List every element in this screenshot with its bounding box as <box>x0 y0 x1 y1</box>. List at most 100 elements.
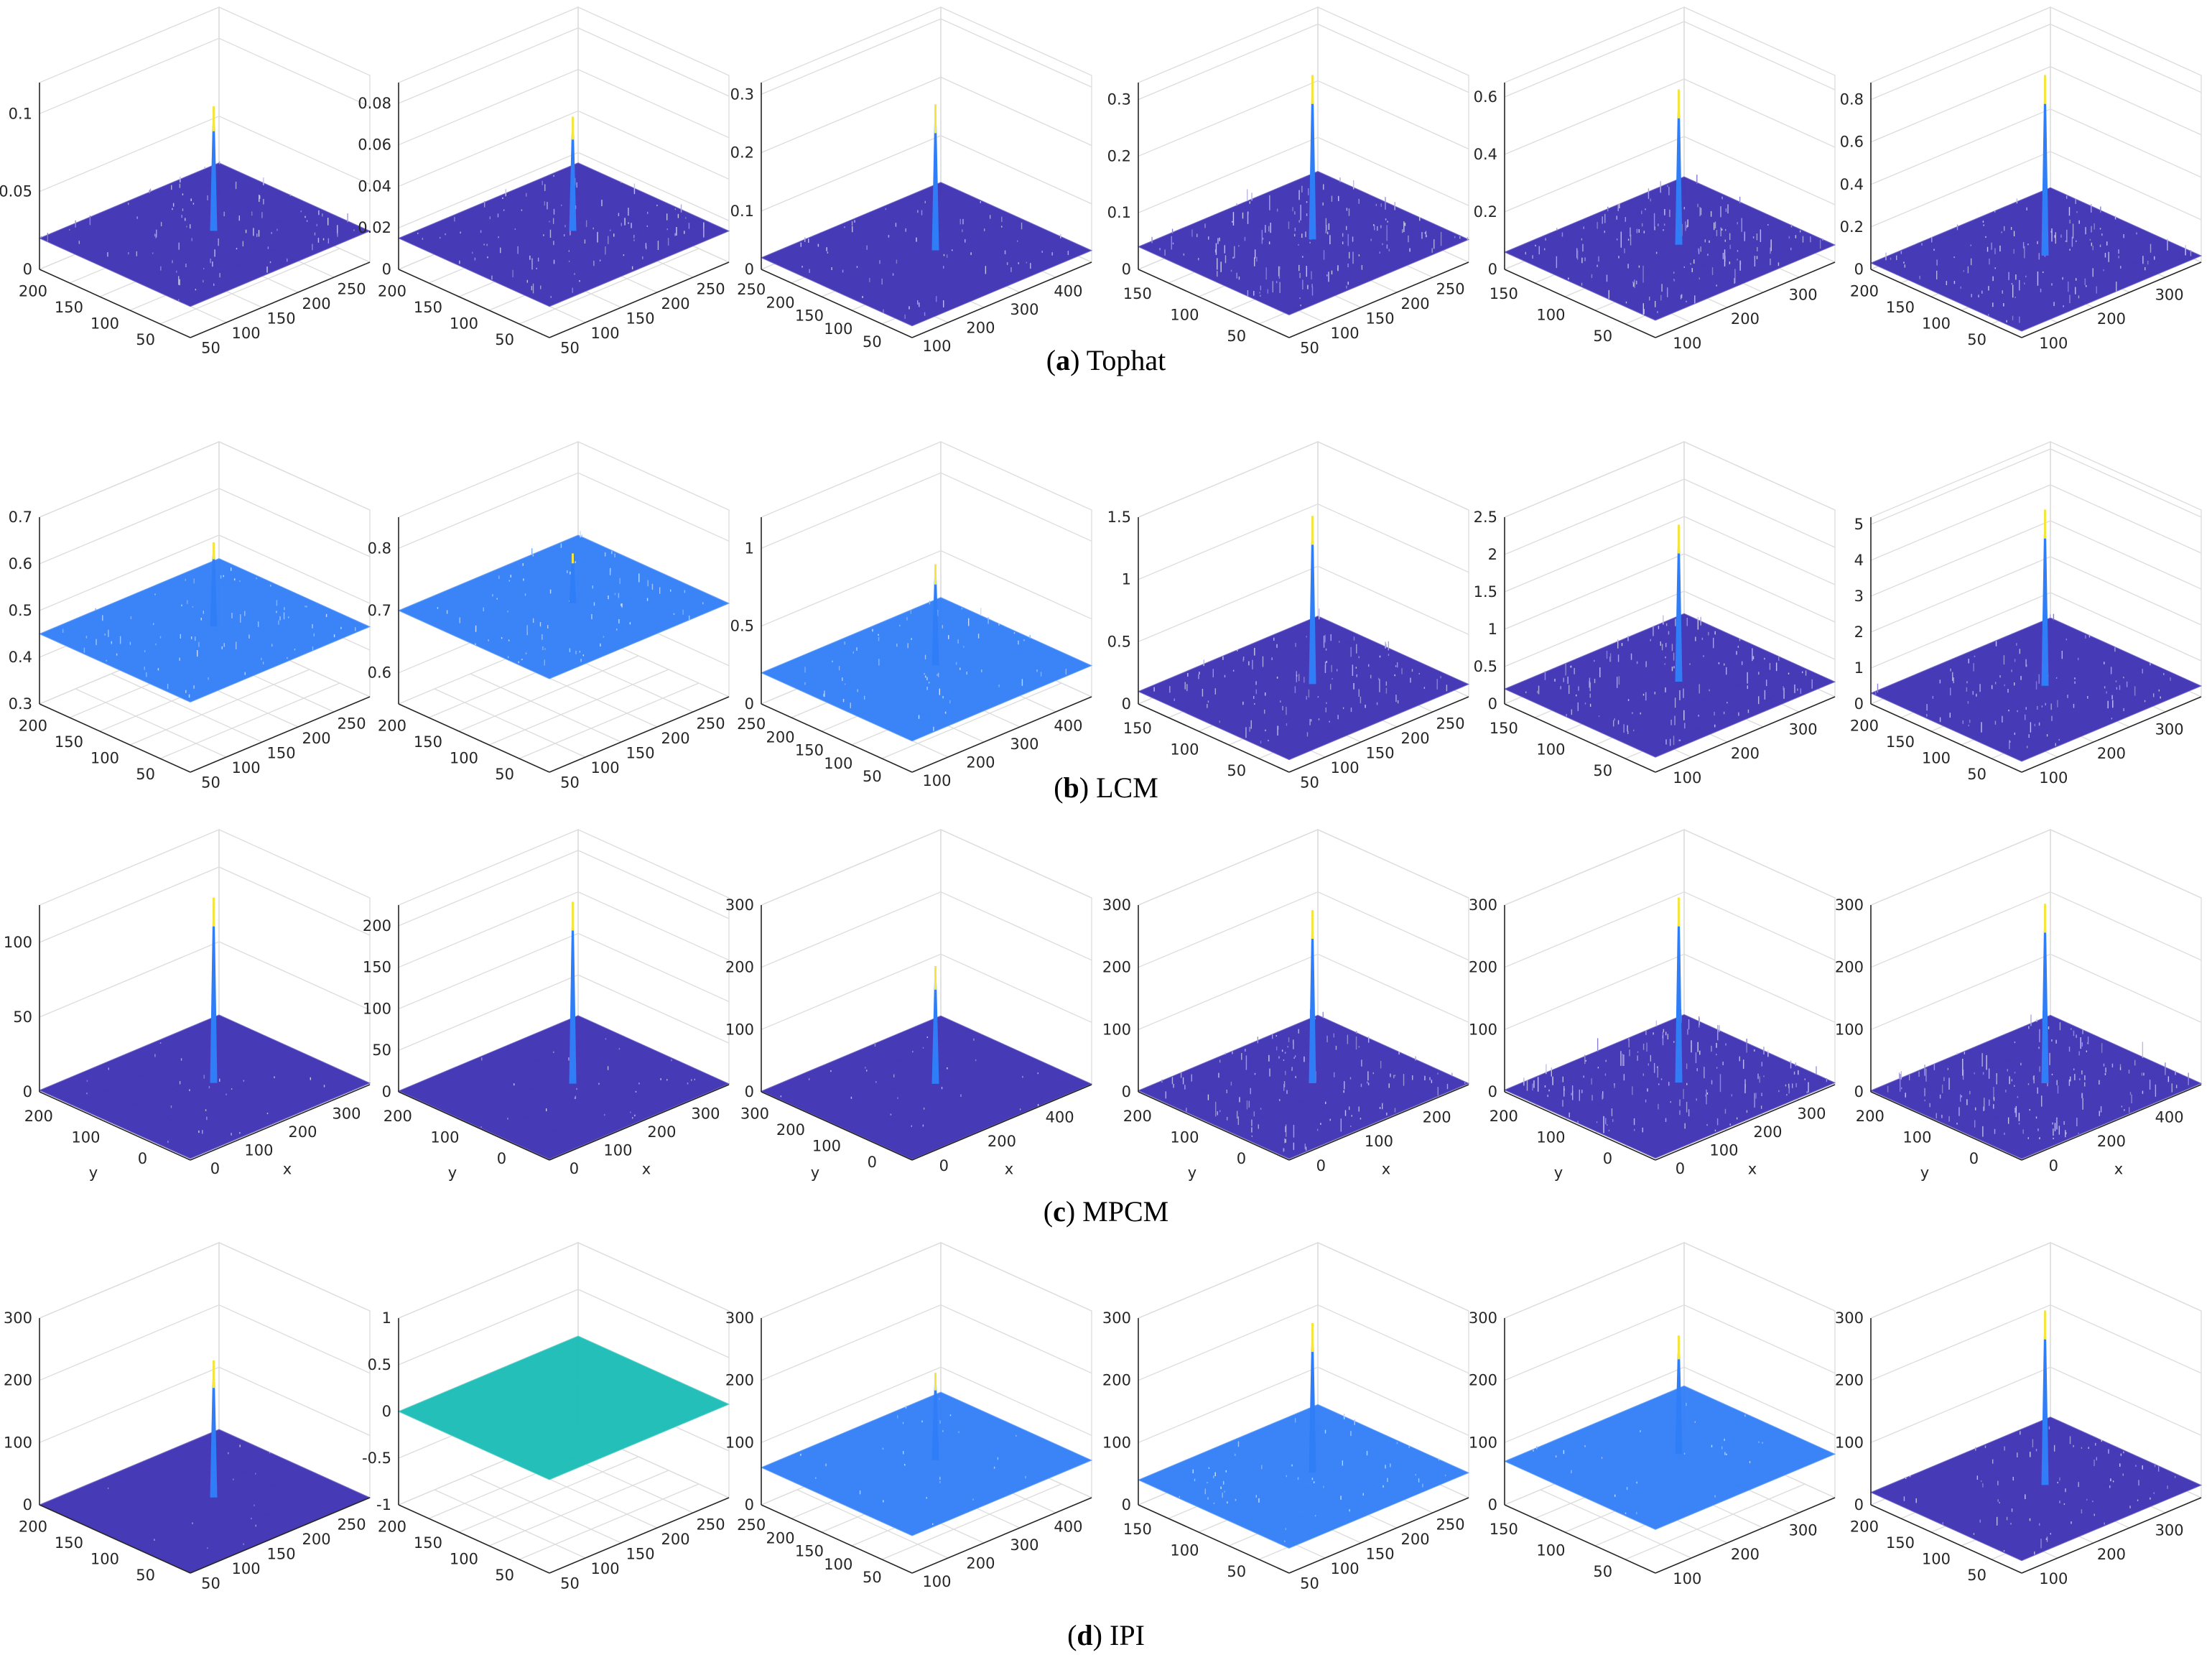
z-tick-label: 0.5 <box>9 602 32 619</box>
caption-open-paren: ( <box>1046 344 1056 376</box>
z-tick-label: 300 <box>1469 896 1497 914</box>
x-axis-label: x <box>1005 1161 1013 1178</box>
z-gridline <box>39 1242 371 1319</box>
z-tick-label: 0 <box>1488 695 1497 713</box>
z-tick-label: -1 <box>376 1496 391 1513</box>
y-tick-label: 100 <box>1536 1542 1565 1559</box>
y-tick-label: 100 <box>450 750 478 767</box>
surface <box>1503 613 1836 758</box>
x-tick-label: 200 <box>2097 1546 2126 1563</box>
y-tick-label: 200 <box>766 1529 794 1547</box>
y-tick-label: 200 <box>766 728 794 746</box>
target-peak <box>931 104 939 251</box>
y-tick-label: 150 <box>55 1534 83 1552</box>
x-tick-label: 150 <box>1366 310 1395 328</box>
z-tick-label: 3 <box>1854 588 1864 605</box>
x-tick-label: 100 <box>2039 335 2068 352</box>
y-tick-label: 50 <box>863 1569 882 1586</box>
z-tick-label: 200 <box>1469 959 1497 976</box>
y-axis <box>39 703 191 773</box>
panel-mpcm-6: 0 100 200 300 200 100 0 0 200 400 x y <box>1835 828 2203 1182</box>
y-tick-label: 200 <box>19 1518 47 1535</box>
z-tick-label: 100 <box>1102 1021 1131 1038</box>
y-tick-label: 100 <box>1170 1542 1199 1559</box>
x-axis <box>549 1497 730 1574</box>
z-tick-label: 0.4 <box>1840 176 1864 193</box>
x-axis <box>1655 1084 1836 1161</box>
z-tick-label: 0 <box>23 1083 32 1100</box>
y-tick-label: 150 <box>55 299 83 316</box>
z-gridline <box>1870 520 2202 597</box>
z-tick-label: 0.6 <box>9 555 32 572</box>
y-axis <box>398 269 550 338</box>
z-gridline <box>1870 66 2202 143</box>
y-tick-label: 100 <box>90 315 119 333</box>
y-tick-label: 200 <box>24 1108 53 1125</box>
surface <box>760 597 1093 742</box>
caption-close-paren: ) <box>1066 1195 1082 1228</box>
z-tick-label: 0.3 <box>1107 91 1131 108</box>
caption-open-paren: ( <box>1054 771 1063 804</box>
x-tick-label: 100 <box>231 759 260 776</box>
z-gridline <box>1138 953 1469 1030</box>
panel-tophat-6: 0 0.2 0.4 0.6 0.8 200 150 100 50 100 200 300 <box>1840 6 2203 352</box>
y-tick-label: 50 <box>495 1567 514 1584</box>
x-tick-label: 300 <box>2155 720 2184 738</box>
z-gridline <box>1504 953 1836 1030</box>
x-tick-label: 200 <box>2097 1133 2126 1150</box>
z-tick-label: 0.1 <box>9 105 32 122</box>
x-tick-label: 100 <box>922 772 951 789</box>
z-gridline <box>761 891 1092 968</box>
z-gridline <box>761 1242 1092 1319</box>
z-tick-label: 100 <box>1469 1021 1497 1038</box>
x-tick-label: 400 <box>1054 282 1082 300</box>
y-tick-label: 100 <box>1536 1129 1565 1146</box>
z-tick-label: 0.8 <box>368 539 391 557</box>
x-axis <box>549 261 730 338</box>
x-tick-label: 100 <box>922 338 951 355</box>
y-tick-label: 100 <box>1902 1129 1931 1146</box>
z-tick-label: 100 <box>363 1000 391 1017</box>
y-tick-label: 100 <box>824 755 852 772</box>
floor-gridline <box>434 688 586 758</box>
target-peak <box>931 1373 939 1460</box>
z-tick-label: 2 <box>1488 546 1497 563</box>
x-tick-label: 400 <box>1054 1518 1082 1535</box>
floor-gridline <box>159 248 340 325</box>
x-tick-label: 250 <box>697 280 725 297</box>
z-tick-label: 0 <box>745 261 754 278</box>
y-tick-label: 150 <box>795 1543 824 1560</box>
x-tick-label: 250 <box>338 280 366 297</box>
surface <box>760 182 1093 327</box>
y-tick-label: 50 <box>495 331 514 348</box>
caption-close-paren: ) <box>1070 344 1087 376</box>
z-tick-label: 50 <box>372 1042 391 1059</box>
target-peak <box>569 116 577 231</box>
z-tick-label: 100 <box>1102 1434 1131 1451</box>
x-tick-label: 150 <box>626 745 655 762</box>
z-tick-label: 0.1 <box>1107 204 1131 221</box>
floor-gridline <box>1540 1489 1692 1559</box>
target-peak <box>210 106 218 231</box>
z-tick-label: 0 <box>382 1083 391 1100</box>
x-axis <box>1288 696 1469 773</box>
z-tick-label: 300 <box>725 896 754 914</box>
x-axis <box>190 261 371 338</box>
y-tick-label: 100 <box>824 320 852 338</box>
y-tick-label: 150 <box>55 733 83 751</box>
y-tick-label: 250 <box>737 1516 766 1534</box>
z-tick-label: 0.4 <box>1474 146 1497 163</box>
z-tick-label: 0 <box>1488 1496 1497 1513</box>
z-tick-label: 0 <box>1488 1083 1497 1100</box>
z-tick-label: 0.3 <box>9 695 32 713</box>
z-tick-label: 100 <box>4 934 32 951</box>
z-gridline <box>39 488 371 565</box>
y-axis <box>1138 1504 1290 1574</box>
z-gridline <box>1870 891 2202 968</box>
y-axis <box>398 703 550 773</box>
z-gridline <box>761 472 1092 549</box>
x-tick-label: 200 <box>1423 1108 1451 1126</box>
